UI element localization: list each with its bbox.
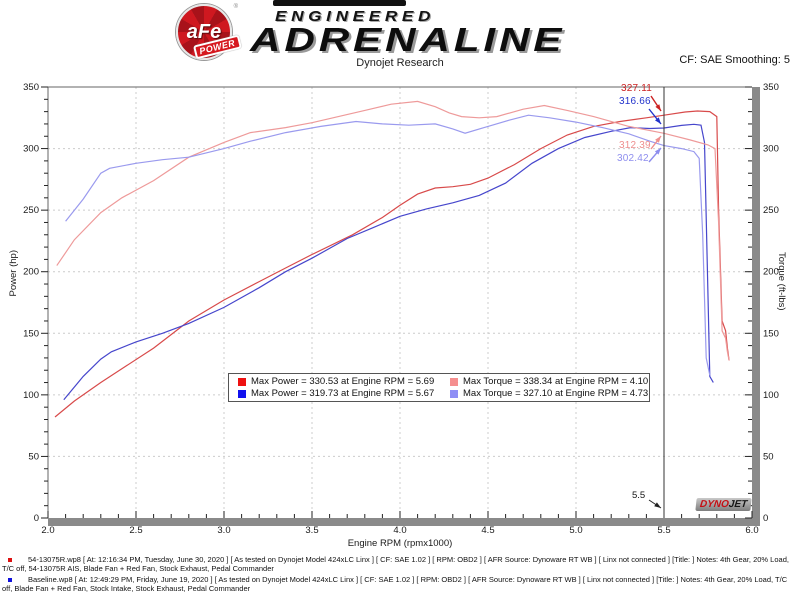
run-description-text: 54-13075R.wp8 [ At: 12:16:34 PM, Tuesday… [2,555,789,573]
x-axis-bar [48,518,760,526]
x-tick-label: 5.5 [657,525,670,536]
right-tick-label: 200 [763,267,779,278]
right-tick-label: 0 [763,513,768,524]
legend-swatch [450,377,458,386]
smoothing-setting-label: CF: SAE Smoothing: 5 [679,54,790,66]
legend-item: Max Power = 330.53 at Engine RPM = 5.69 [238,376,450,387]
left-axis-title: Power (hp) [8,250,19,297]
brand-adrenaline: ADRENALINE [250,21,566,58]
x-tick-label: 2.0 [41,525,54,536]
registered-mark: ® [233,4,238,10]
x-axis-title: Engine RPM (rpmx1000) [347,538,453,549]
footer-run: 54-13075R.wp8 [ At: 12:16:34 PM, Tuesday… [2,555,798,573]
legend-text: Max Torque = 338.34 at Engine RPM = 4.10 [463,376,649,387]
afe-logo-text: aFe [186,20,222,43]
legend-swatch [238,377,246,386]
brand-top-bar [273,0,406,6]
chart-legend: Max Power = 330.53 at Engine RPM = 5.69 M… [228,373,650,402]
left-tick-label: 200 [23,267,39,278]
cursor-value-label: 302.42 [617,153,649,164]
x-tick-label: 3.0 [217,525,230,536]
x-tick-label: 4.5 [481,525,494,536]
x-tick-label: 5.0 [569,525,582,536]
legend-item: Max Power = 319.73 at Engine RPM = 5.67 [238,388,450,399]
legend-text: Max Power = 319.73 at Engine RPM = 5.67 [251,388,435,399]
left-tick-label: 50 [28,451,39,462]
left-tick-label: 300 [23,144,39,155]
curve-Baseline-Torque [65,114,711,376]
run-info-footer: 54-13075R.wp8 [ At: 12:16:34 PM, Tuesday… [0,555,800,596]
left-tick-label: 350 [23,82,39,93]
run-color-bullet [8,578,12,582]
legend-text: Max Torque = 327.10 at Engine RPM = 4.73 [463,388,649,399]
right-tick-label: 250 [763,205,779,216]
curve-Baseline-Power [63,123,714,401]
dynojet-watermark: DYNO JET [695,498,752,511]
footer-run: Baseline.wp8 [ At: 12:49:29 PM, Friday, … [2,575,798,593]
right-tick-label: 50 [763,451,774,462]
run-color-bullet [8,558,12,562]
afe-power-logo: aFe ® POWER [176,4,242,62]
curve-54-13075R-Power [54,110,730,418]
left-tick-label: 250 [23,205,39,216]
x-tick-label: 3.5 [305,525,318,536]
right-tick-label: 150 [763,328,779,339]
cursor-rpm-label: 5.5 [632,490,646,501]
x-tick-label: 4.0 [393,525,406,536]
dynojet-logo-dyno: DYNO [699,499,730,510]
right-tick-label: 100 [763,390,779,401]
right-axis-bar [752,87,760,526]
cursor-value-label: 327.11 [621,83,653,94]
dynojet-logo-jet: JET [728,499,748,510]
curve-54-13075R-Torque [56,100,730,361]
x-tick-label: 6.0 [745,525,758,536]
cursor-value-label: 316.66 [619,96,651,107]
run-description-text: Baseline.wp8 [ At: 12:49:29 PM, Friday, … [2,575,788,593]
report-header: aFe ® POWER ENGINEERED ADRENALINE Dynoje… [0,0,800,78]
legend-text: Max Power = 330.53 at Engine RPM = 5.69 [251,376,435,387]
left-tick-label: 0 [34,513,39,524]
legend-item: Max Torque = 338.34 at Engine RPM = 4.10 [450,376,649,387]
x-tick-label: 2.5 [129,525,142,536]
legend-item: Max Torque = 327.10 at Engine RPM = 4.73 [450,388,649,399]
dynojet-research-title: Dynojet Research [356,57,444,69]
right-tick-label: 350 [763,82,779,93]
cursor-value-label: 312.39 [619,140,651,151]
right-axis-title: Torque (ft-lbs) [776,252,787,311]
legend-swatch [450,389,458,398]
brand-engineered: ENGINEERED [275,8,436,25]
left-tick-label: 150 [23,328,39,339]
legend-swatch [238,389,246,398]
right-tick-label: 300 [763,144,779,155]
left-tick-label: 100 [23,390,39,401]
